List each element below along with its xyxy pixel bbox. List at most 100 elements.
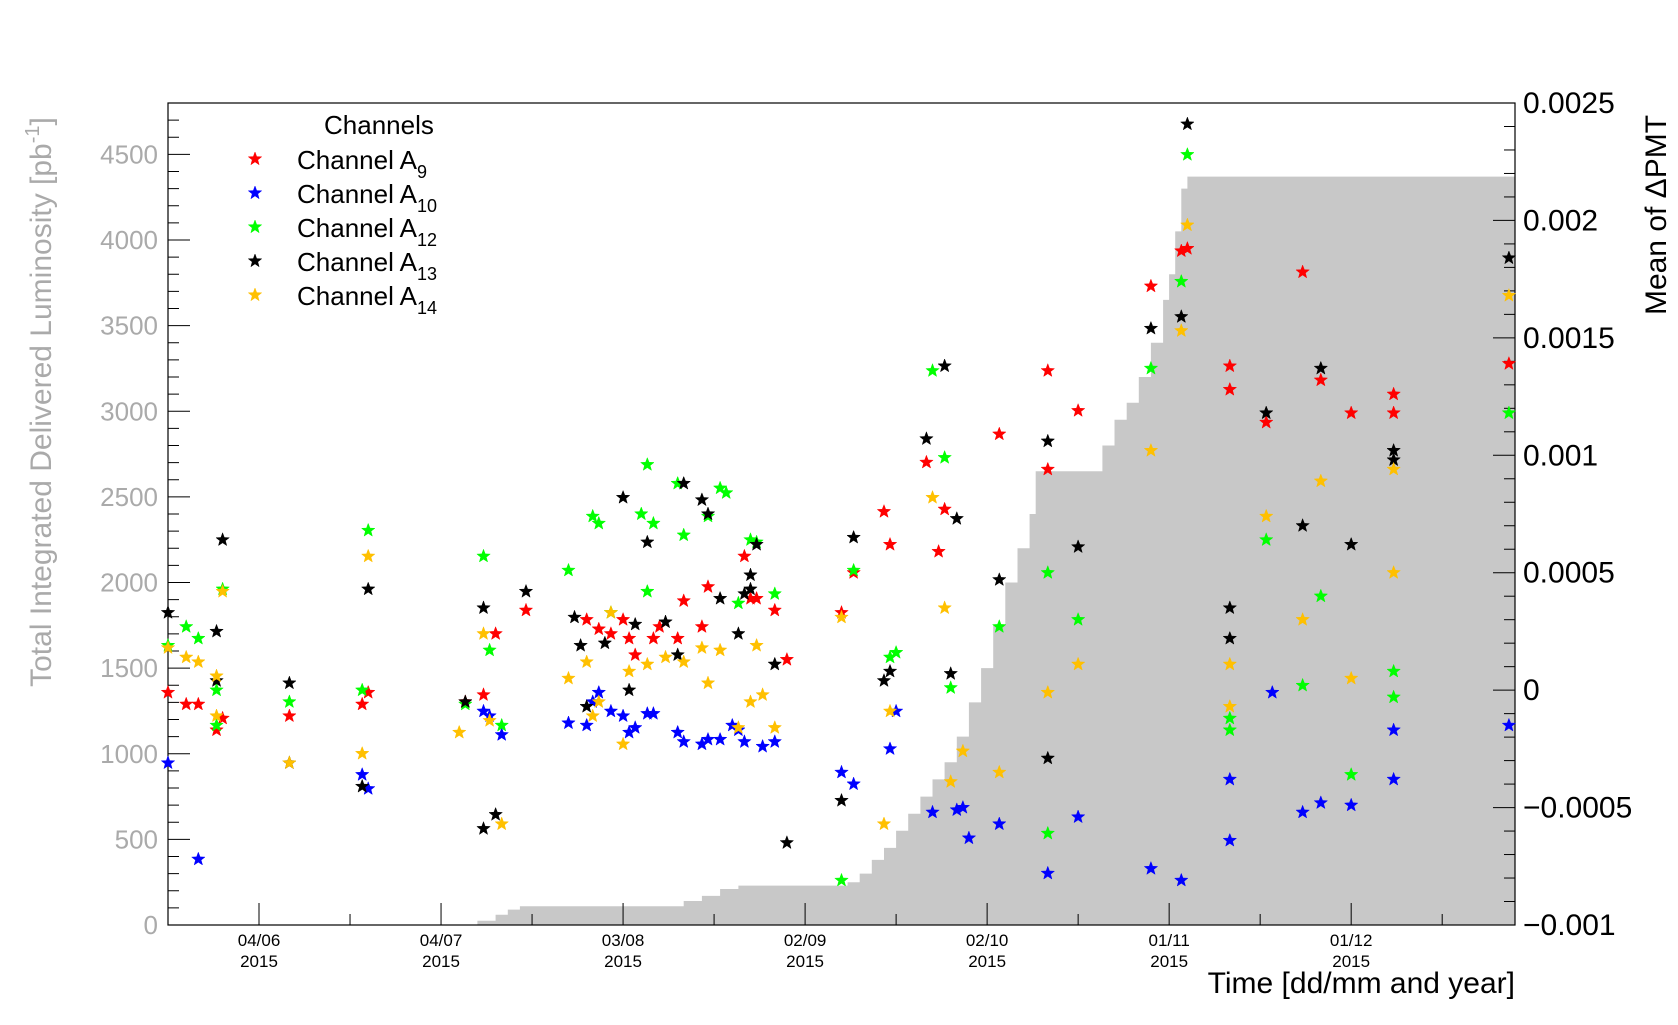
data-point (579, 611, 594, 626)
data-point (282, 708, 297, 723)
legend-label-name: Channel A (297, 145, 418, 175)
data-point (1173, 308, 1189, 323)
data-point (1313, 795, 1329, 810)
data-point (640, 656, 655, 671)
y-right-tick-label: 0.001 (1523, 439, 1598, 472)
data-point (1258, 414, 1274, 429)
x-tick-year: 2015 (968, 952, 1006, 971)
data-point (743, 567, 758, 582)
data-point (360, 581, 376, 596)
data-point (767, 602, 783, 617)
y-left-tick-label: 4500 (100, 139, 158, 169)
data-point (476, 548, 491, 563)
data-point (882, 703, 898, 718)
data-point (949, 510, 965, 525)
data-point (476, 820, 491, 835)
data-point (834, 609, 849, 624)
data-point (919, 431, 934, 446)
legend-marker (247, 151, 263, 166)
data-point (354, 696, 370, 711)
data-point (488, 626, 503, 640)
x-tick-year: 2015 (240, 952, 278, 971)
data-point (591, 694, 607, 709)
data-point (1386, 564, 1401, 579)
x-tick-label: 04/06 (238, 931, 281, 950)
data-point (1040, 825, 1056, 840)
data-point (737, 548, 752, 563)
data-point (658, 649, 673, 664)
data-point (834, 764, 849, 779)
data-point (488, 806, 503, 821)
data-point (937, 600, 952, 615)
y-axis-left-title-main: Total Integrated Delivered Luminosity [p… (25, 143, 58, 687)
data-point (160, 640, 176, 655)
data-point (1040, 564, 1056, 579)
data-point (579, 698, 594, 713)
data-point (876, 816, 892, 831)
x-tick-label: 02/09 (784, 931, 827, 950)
data-point (215, 583, 230, 598)
data-point (209, 717, 224, 732)
data-point (646, 515, 661, 530)
data-point (1143, 442, 1159, 457)
data-point (1343, 797, 1359, 812)
data-point (882, 741, 898, 756)
data-point (482, 712, 497, 727)
data-point (937, 501, 952, 516)
data-point (354, 745, 370, 760)
data-point (731, 595, 746, 610)
x-tick-label: 01/11 (1149, 931, 1190, 950)
data-point (1386, 771, 1401, 786)
x-tick-year: 2015 (1150, 952, 1188, 971)
data-point (846, 776, 861, 791)
data-point (354, 682, 370, 697)
data-point (882, 663, 898, 678)
data-point (676, 593, 692, 608)
legend-label-subscript: 14 (417, 298, 437, 318)
y-left-tick-label: 1500 (100, 653, 158, 683)
data-point (458, 694, 473, 709)
legend-marker (247, 287, 263, 302)
legend-marker (247, 253, 263, 268)
data-point (1180, 146, 1195, 161)
y-left-tick-label: 3000 (100, 396, 158, 426)
data-point (658, 614, 673, 629)
data-point (451, 724, 467, 739)
legend-label-subscript: 12 (417, 230, 437, 250)
data-point (1180, 116, 1195, 131)
data-point (676, 654, 692, 669)
data-point (1313, 360, 1329, 375)
data-point (694, 640, 710, 655)
data-point (1143, 278, 1159, 293)
data-point (1501, 287, 1517, 302)
data-point (882, 536, 898, 551)
data-point (640, 456, 655, 471)
data-point (700, 579, 716, 594)
data-point (1264, 684, 1280, 699)
data-point (1222, 381, 1238, 396)
data-point (1040, 433, 1056, 448)
x-tick-label: 04/07 (420, 931, 463, 950)
series-a13 (160, 116, 1517, 850)
data-point (779, 835, 795, 850)
legend-label-subscript: 10 (417, 196, 437, 216)
data-point (1386, 663, 1401, 678)
data-point (494, 727, 510, 741)
data-point (779, 651, 795, 666)
legend-label-name: Channel A (297, 247, 418, 277)
data-point (640, 583, 655, 598)
data-point (943, 773, 959, 788)
data-point (603, 703, 619, 718)
legend-label-a13: Channel A13 (297, 247, 437, 284)
data-point (1173, 323, 1189, 338)
y-left-tick-label: 2500 (100, 482, 158, 512)
data-point (354, 778, 370, 793)
legend-label-name: Channel A (297, 281, 418, 311)
data-point (476, 600, 491, 615)
x-axis-title: Time [dd/mm and year] (1208, 967, 1515, 1000)
data-point (991, 816, 1007, 831)
data-point (1343, 536, 1359, 551)
legend-label-a14: Channel A14 (297, 281, 437, 318)
data-point (640, 534, 655, 549)
legend-label-a10: Channel A10 (297, 179, 437, 216)
